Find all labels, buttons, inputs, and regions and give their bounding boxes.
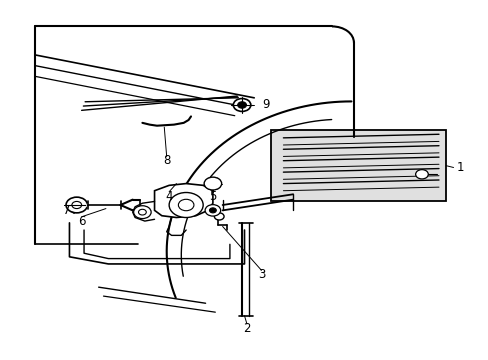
Circle shape	[237, 102, 246, 108]
Circle shape	[72, 202, 81, 208]
Circle shape	[233, 99, 250, 111]
Text: 4: 4	[165, 190, 173, 203]
Circle shape	[138, 209, 146, 215]
Circle shape	[66, 197, 87, 213]
Text: 8: 8	[163, 154, 170, 167]
Circle shape	[169, 193, 203, 217]
Text: 3: 3	[257, 268, 264, 281]
Text: 7: 7	[63, 204, 71, 217]
Text: 1: 1	[456, 161, 464, 174]
Circle shape	[204, 204, 220, 216]
Text: 5: 5	[209, 190, 216, 203]
Polygon shape	[154, 184, 212, 217]
Circle shape	[203, 177, 221, 190]
Bar	[271, 130, 446, 202]
Circle shape	[209, 208, 216, 213]
Circle shape	[214, 213, 224, 220]
Circle shape	[178, 199, 194, 211]
Circle shape	[415, 170, 427, 179]
Circle shape	[133, 206, 151, 219]
Text: 9: 9	[262, 99, 269, 112]
Text: 2: 2	[243, 322, 250, 335]
Text: 6: 6	[78, 215, 85, 228]
